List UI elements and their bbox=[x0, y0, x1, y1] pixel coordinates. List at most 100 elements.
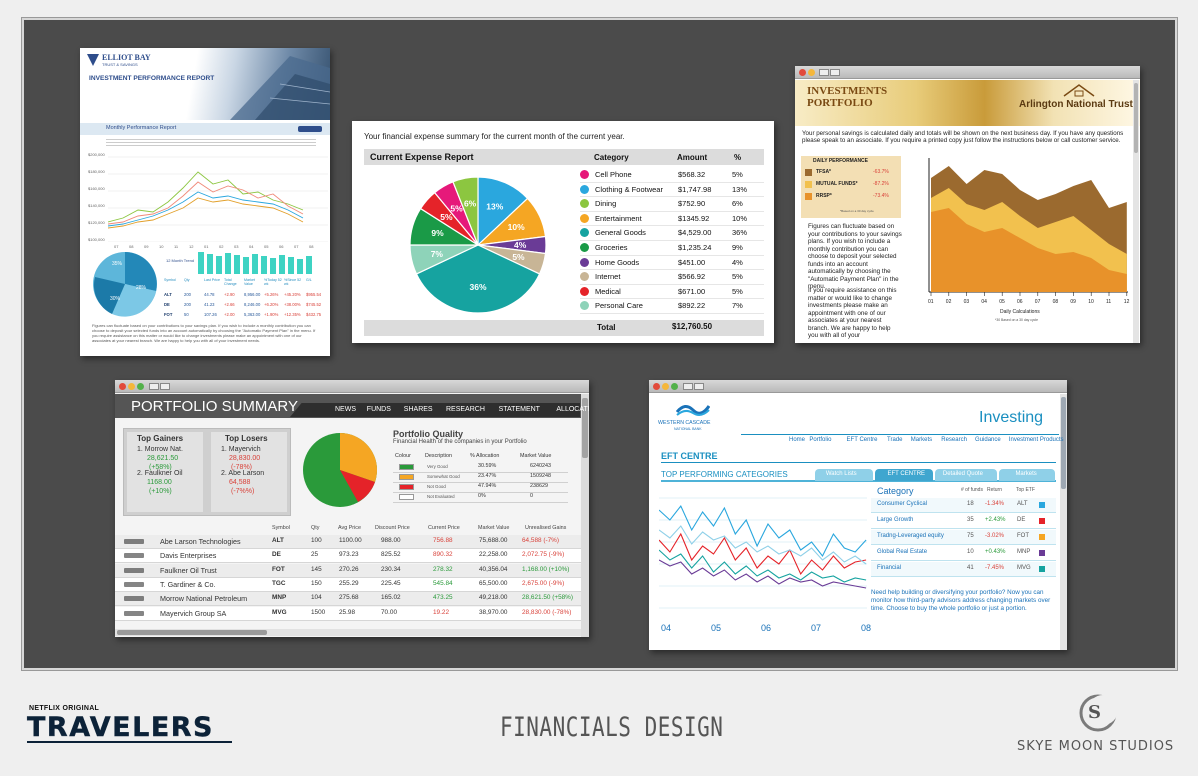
table-cell: +12.35% bbox=[284, 312, 301, 317]
holdings-header: Unrealised Gains bbox=[525, 525, 567, 531]
nav-item-funds[interactable]: FUNDS bbox=[366, 406, 391, 413]
area-chart bbox=[928, 158, 1128, 296]
report-title: INVESTMENT PERFORMANCE REPORT bbox=[89, 75, 215, 82]
scrollbar-thumb[interactable] bbox=[117, 630, 267, 635]
trend-bar bbox=[279, 255, 285, 274]
nav-item-allocation[interactable]: ALLOCATION bbox=[556, 406, 589, 413]
category-name: Home Goods bbox=[595, 257, 640, 267]
nav-item[interactable]: Markets bbox=[910, 437, 933, 443]
table-cell: +5.26% bbox=[264, 292, 279, 297]
nav-item[interactable]: Trade bbox=[887, 437, 903, 443]
nav-item[interactable]: Portfolio bbox=[809, 437, 832, 443]
table-cell: +6.20% bbox=[264, 302, 279, 307]
nav-item[interactable]: Research bbox=[941, 437, 967, 443]
holdings-header: Current Price bbox=[428, 525, 460, 531]
trend-label: 12 Month Trend bbox=[166, 258, 195, 263]
category-color-dot bbox=[580, 213, 589, 223]
close-icon[interactable] bbox=[799, 69, 806, 76]
table-header: # of funds bbox=[961, 487, 983, 493]
scrollbar-thumb[interactable] bbox=[582, 398, 588, 458]
nav-item-news[interactable]: NEWS bbox=[335, 406, 356, 413]
x-tick-label: 07 bbox=[1034, 299, 1041, 305]
nav-item[interactable]: Guidance bbox=[975, 437, 1001, 443]
table-row[interactable] bbox=[115, 549, 581, 564]
scrollbar-thumb[interactable] bbox=[1134, 83, 1138, 153]
category-row[interactable] bbox=[871, 514, 1056, 529]
holdings-cell: 28,621.50 (+58%) bbox=[522, 594, 573, 602]
close-icon[interactable] bbox=[119, 383, 126, 390]
minimize-icon[interactable] bbox=[662, 383, 669, 390]
x-tick-label: 07 bbox=[114, 244, 119, 249]
category-amount: $1,235.24 bbox=[678, 243, 712, 252]
table-row[interactable] bbox=[115, 592, 581, 607]
tab-markets[interactable] bbox=[999, 469, 1055, 481]
minimize-icon[interactable] bbox=[808, 69, 815, 76]
holdings-cell: 104 bbox=[311, 594, 322, 602]
category-row[interactable] bbox=[871, 562, 1056, 577]
tab-watch-lists[interactable] bbox=[815, 469, 873, 481]
table-row[interactable] bbox=[115, 535, 581, 549]
category-name: Clothing & Footwear bbox=[595, 184, 663, 194]
series-line bbox=[659, 532, 867, 576]
browser-toolbar bbox=[115, 380, 589, 393]
close-icon[interactable] bbox=[653, 383, 660, 390]
holdings-cell: ALT bbox=[272, 537, 284, 544]
allocation-pie-chart bbox=[93, 252, 157, 317]
horizontal-scrollbar[interactable] bbox=[115, 629, 581, 636]
intro-lines bbox=[106, 139, 316, 147]
period-button[interactable] bbox=[298, 126, 322, 132]
back-icon[interactable] bbox=[149, 383, 159, 390]
holdings-cell: 1,168.00 (+10%) bbox=[522, 565, 570, 573]
table-header: Total Change bbox=[224, 278, 237, 286]
pie-label-1: 35% bbox=[112, 261, 123, 267]
performance-value: -87.2% bbox=[873, 181, 889, 187]
table-row[interactable] bbox=[115, 563, 581, 578]
row-divider bbox=[580, 312, 764, 314]
back-icon[interactable] bbox=[819, 69, 829, 76]
back-icon[interactable] bbox=[683, 383, 693, 390]
category-row[interactable] bbox=[871, 546, 1056, 561]
category-funds: 75 bbox=[967, 533, 974, 539]
quality-allocation: 47.94% bbox=[478, 483, 497, 489]
nav-item[interactable]: EFT Centre bbox=[846, 437, 878, 443]
building-graphic bbox=[230, 56, 330, 120]
performance-name: RRSP* bbox=[816, 193, 832, 199]
studio-logo-glyph: S bbox=[1088, 702, 1101, 723]
maximize-icon[interactable] bbox=[137, 383, 144, 390]
category-percent: 7% bbox=[732, 301, 743, 311]
maximize-icon[interactable] bbox=[671, 383, 678, 390]
nav-item-research[interactable]: RESEARCH bbox=[446, 406, 485, 413]
minimize-icon[interactable] bbox=[128, 383, 135, 390]
vertical-scrollbar[interactable] bbox=[581, 394, 589, 637]
x-tick-label: 08 bbox=[1052, 299, 1059, 305]
category-row[interactable] bbox=[871, 530, 1056, 545]
total-label: Total bbox=[597, 323, 616, 332]
nav-item-statement[interactable]: STATEMENT bbox=[498, 406, 540, 413]
forward-icon[interactable] bbox=[694, 383, 704, 390]
nav-item[interactable]: Investment Products bbox=[1008, 437, 1064, 443]
tab-detailed-quote[interactable] bbox=[935, 469, 997, 481]
table-cell: 41.23 bbox=[204, 302, 215, 307]
nav-item[interactable]: Home bbox=[789, 437, 806, 443]
category-funds: 41 bbox=[967, 565, 974, 571]
scrollbar-thumb[interactable] bbox=[1061, 397, 1066, 489]
table-row[interactable] bbox=[115, 606, 581, 621]
nav-item-shares[interactable]: SHARES bbox=[403, 406, 433, 413]
investing-window: WESTERN CASCADE NATIONAL BANK Investing … bbox=[649, 380, 1067, 650]
forward-icon[interactable] bbox=[160, 383, 170, 390]
scrollbar[interactable] bbox=[1060, 394, 1067, 650]
quality-swatch bbox=[399, 464, 414, 470]
x-tick-label: 09 bbox=[1070, 299, 1076, 305]
category-row[interactable] bbox=[871, 498, 1056, 513]
table-row[interactable] bbox=[115, 577, 581, 592]
forward-icon[interactable] bbox=[830, 69, 840, 76]
pie-label: 4% bbox=[514, 240, 527, 250]
trend-bar bbox=[270, 258, 276, 274]
category-amount: $1345.92 bbox=[678, 213, 710, 223]
wave-logo-icon bbox=[676, 405, 710, 416]
tab-eft-centre[interactable] bbox=[875, 469, 933, 481]
x-tick-label: 06 bbox=[1017, 299, 1023, 305]
scrollbar[interactable] bbox=[1133, 80, 1139, 343]
x-tick-label: 08 bbox=[309, 244, 314, 249]
table-cell: 200 bbox=[184, 302, 191, 307]
